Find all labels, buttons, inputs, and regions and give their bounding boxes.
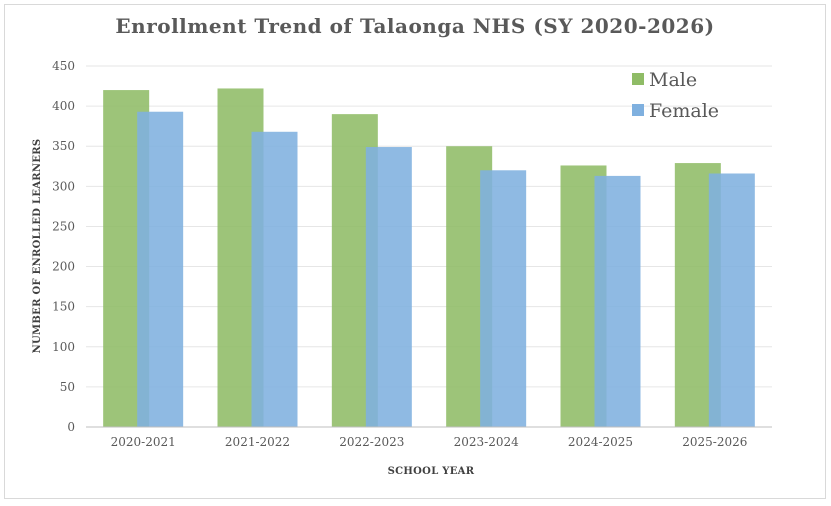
y-axis-title: NUMBER OF ENROLLED LEARNERS bbox=[32, 139, 43, 354]
bars bbox=[103, 88, 755, 428]
y-tick-label: 350 bbox=[52, 139, 75, 153]
legend-swatch-female bbox=[632, 104, 644, 116]
x-tick-label: 2025-2026 bbox=[682, 435, 747, 449]
y-tick-label: 250 bbox=[52, 219, 75, 233]
bar-female bbox=[594, 175, 641, 427]
chart-title: Enrollment Trend of Talaonga NHS (SY 202… bbox=[115, 14, 714, 38]
x-axis-ticks: 2020-2021 2021-2022 2022-2023 2023-2024 2024… bbox=[111, 435, 748, 449]
y-axis-ticks: 0 50 100 150 200 250 300 350 400 450 bbox=[52, 59, 75, 434]
y-tick-label: 200 bbox=[52, 260, 75, 274]
x-tick-label: 2022-2023 bbox=[339, 435, 404, 449]
bar-female bbox=[365, 147, 412, 427]
y-tick-label: 0 bbox=[67, 420, 75, 434]
legend-label-male: Male bbox=[649, 69, 697, 91]
x-tick-label: 2020-2021 bbox=[111, 435, 176, 449]
x-axis-title: SCHOOL YEAR bbox=[388, 466, 475, 477]
legend: Male Female bbox=[632, 69, 719, 122]
y-tick-label: 450 bbox=[52, 59, 75, 73]
y-tick-label: 50 bbox=[60, 380, 75, 394]
bar-female bbox=[251, 131, 298, 427]
x-tick-label: 2024-2025 bbox=[568, 435, 633, 449]
y-tick-label: 400 bbox=[52, 99, 75, 113]
bar-female bbox=[137, 111, 184, 427]
legend-label-female: Female bbox=[649, 100, 719, 122]
y-tick-label: 150 bbox=[52, 300, 75, 314]
bar-female bbox=[480, 170, 527, 428]
x-tick-label: 2021-2022 bbox=[225, 435, 290, 449]
gridlines bbox=[86, 65, 772, 388]
y-tick-label: 100 bbox=[52, 340, 75, 354]
x-tick-label: 2023-2024 bbox=[454, 435, 519, 449]
y-tick-label: 300 bbox=[52, 179, 75, 193]
bar-female bbox=[708, 173, 755, 427]
legend-swatch-male bbox=[632, 73, 644, 85]
